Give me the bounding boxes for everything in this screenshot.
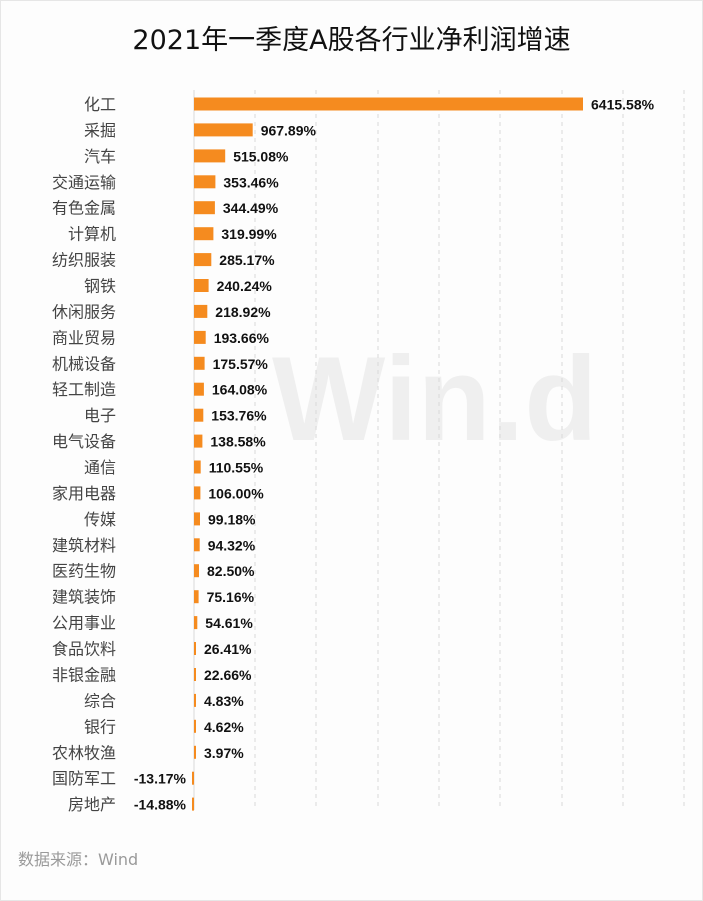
bar-18	[194, 564, 199, 578]
data-label: 515.08%	[233, 148, 289, 164]
data-label: 6415.58%	[591, 97, 655, 113]
bar-10	[194, 356, 205, 370]
data-label: 110.55%	[209, 460, 264, 476]
bar-25	[194, 745, 196, 759]
category-label: 商业贸易	[52, 328, 116, 347]
bar-19	[194, 590, 199, 604]
watermark-logo: Win.d	[272, 332, 598, 466]
chart-title: 2021年一季度A股各行业净利润增速	[132, 25, 571, 56]
bar-26	[192, 771, 194, 785]
category-label: 机械设备	[52, 354, 116, 373]
bar-7	[194, 279, 209, 292]
data-label: -13.17%	[134, 771, 187, 787]
category-label: 纺织服装	[52, 251, 116, 270]
category-label: 医药生物	[52, 562, 116, 581]
bar-27	[192, 797, 194, 811]
category-label: 采掘	[84, 121, 116, 140]
data-label: 164.08%	[212, 382, 268, 398]
bar-22	[194, 668, 196, 681]
category-label: 计算机	[68, 225, 116, 244]
data-label: 99.18%	[208, 511, 256, 527]
data-label: 94.32%	[208, 537, 256, 553]
bar-9	[194, 330, 206, 344]
category-label: 通信	[84, 458, 116, 477]
data-label: 240.24%	[217, 278, 273, 294]
bar-21	[194, 642, 196, 655]
category-label: 家用电器	[52, 484, 116, 503]
bar-5	[194, 227, 214, 241]
data-label: 153.76%	[211, 408, 267, 424]
category-label: 化工	[84, 95, 116, 114]
data-label: -14.88%	[134, 797, 187, 813]
data-label: 54.61%	[205, 615, 253, 631]
category-label: 农林牧渔	[52, 743, 116, 762]
bar-0	[194, 97, 583, 111]
bar-8	[194, 304, 208, 318]
category-label: 钢铁	[84, 277, 116, 296]
category-label: 食品饮料	[52, 640, 116, 659]
data-label: 4.83%	[204, 693, 244, 709]
data-label: 106.00%	[208, 485, 264, 501]
bar-20	[194, 616, 198, 630]
data-label: 218.92%	[215, 304, 271, 320]
category-label: 休闲服务	[52, 302, 116, 321]
data-label: 193.66%	[214, 330, 270, 346]
data-label: 138.58%	[210, 434, 266, 450]
category-label: 非银金融	[52, 666, 116, 685]
category-label: 轻工制造	[52, 380, 116, 399]
bar-15	[194, 486, 201, 500]
bar-3	[194, 175, 216, 189]
data-label: 75.16%	[207, 589, 255, 605]
bar-1	[194, 123, 253, 137]
category-label: 公用事业	[52, 614, 116, 633]
data-label: 3.97%	[204, 745, 244, 761]
bar-2	[194, 149, 226, 163]
category-label: 电子	[84, 406, 116, 425]
category-label: 综合	[84, 691, 116, 710]
data-label: 26.41%	[204, 641, 252, 657]
category-label: 汽车	[84, 147, 116, 166]
data-label: 4.62%	[204, 719, 244, 735]
bar-16	[194, 512, 200, 526]
bar-12	[194, 408, 204, 422]
bar-11	[194, 382, 204, 396]
data-label: 82.50%	[207, 563, 255, 579]
bar-24	[194, 719, 196, 733]
bar-23	[194, 693, 196, 707]
data-label: 353.46%	[223, 174, 279, 190]
source-note: 数据来源：Wind	[18, 850, 139, 869]
category-label: 房地产	[68, 795, 116, 814]
category-label: 电气设备	[52, 432, 116, 451]
bar-17	[194, 538, 200, 552]
bar-13	[194, 434, 203, 448]
data-label: 22.66%	[204, 667, 252, 683]
category-label: 银行	[84, 717, 116, 736]
category-label: 传媒	[84, 510, 116, 529]
category-label: 交通运输	[52, 173, 116, 192]
category-label: 有色金属	[52, 199, 116, 218]
bar-6	[194, 253, 212, 267]
data-label: 967.89%	[261, 122, 317, 138]
data-label: 344.49%	[223, 200, 279, 216]
bar-14	[194, 460, 201, 474]
category-label: 建筑材料	[52, 536, 116, 555]
data-label: 319.99%	[221, 226, 277, 242]
data-label: 285.17%	[219, 252, 275, 268]
data-label: 175.57%	[213, 356, 269, 372]
category-label: 建筑装饰	[52, 588, 116, 607]
bar-4	[194, 201, 215, 215]
category-label: 国防军工	[52, 769, 116, 788]
